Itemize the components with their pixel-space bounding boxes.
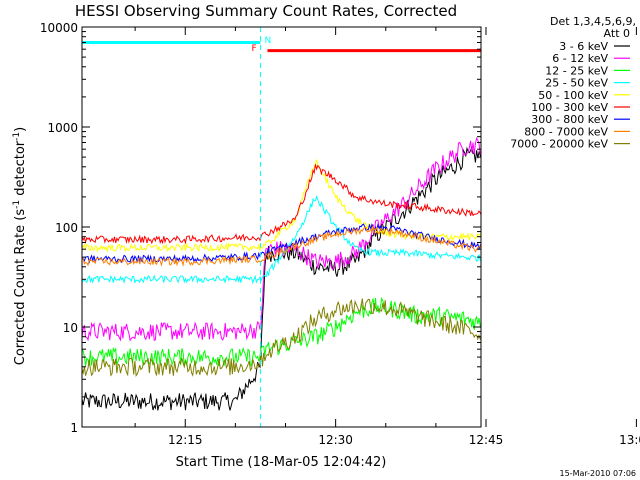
legend-label: 800 - 7000 keV — [524, 125, 608, 138]
plot-area: NF — [82, 27, 481, 427]
series-7000-20000-kev — [82, 298, 481, 378]
legend-label: 300 - 800 keV — [531, 113, 608, 126]
legend-label: 12 - 25 keV — [545, 64, 608, 77]
y-axis-label-close: ) — [13, 127, 28, 132]
legend-label: 3 - 6 keV — [559, 40, 608, 53]
series-6-12-kev — [82, 136, 481, 342]
x-tick-label: 12:30 — [318, 433, 353, 447]
y-tick-label: 1 — [70, 421, 78, 435]
series-100-300-kev — [82, 164, 481, 245]
x-axis-label: Start Time (18-Mar-05 12:04:42) — [176, 455, 387, 470]
y-axis-label-tail: detector — [13, 140, 28, 200]
series-12-25-kev — [82, 296, 481, 367]
series-50-100-kev — [82, 159, 481, 253]
axes: 12:1512:3012:4513:0013:1513:301101001000… — [40, 21, 640, 447]
legend-label: 50 - 100 keV — [538, 89, 608, 102]
annotation-f: F — [251, 44, 256, 54]
y-tick-label: 10 — [63, 321, 78, 335]
legend-header-1: Att 0 — [604, 27, 630, 40]
legend-label: 6 - 12 keV — [552, 52, 608, 65]
y-axis-label-sup: -1 — [12, 200, 22, 209]
timestamp: 15-Mar-2010 07:06 — [560, 469, 637, 478]
y-axis-label-sup2: -1 — [12, 132, 22, 141]
y-tick-label: 10000 — [40, 21, 78, 35]
annotation-n: N — [264, 36, 271, 46]
y-tick-label: 100 — [55, 221, 78, 235]
y-axis-label: Corrected Count Rate (s-1 detector-1) — [12, 127, 28, 365]
x-tick-label: 12:45 — [469, 433, 504, 447]
x-tick-label: 13:00 — [619, 433, 640, 447]
series-3-6-kev — [82, 145, 481, 411]
legend-header-0: Det 1,3,4,5,6,9, — [550, 15, 636, 28]
legend-label: 25 - 50 keV — [545, 77, 608, 90]
chart-title: HESSI Observing Summary Count Rates, Cor… — [75, 2, 457, 20]
y-axis-label-text: Corrected Count Rate (s — [13, 209, 28, 366]
series-300-800-kev — [82, 223, 481, 264]
legend-label: 100 - 300 keV — [531, 101, 608, 114]
series-25-50-kev — [82, 195, 481, 285]
x-tick-label: 12:15 — [168, 433, 203, 447]
y-tick-label: 1000 — [47, 121, 78, 135]
legend-label: 7000 - 20000 keV — [510, 138, 608, 151]
series-800-7000-kev — [82, 225, 481, 267]
